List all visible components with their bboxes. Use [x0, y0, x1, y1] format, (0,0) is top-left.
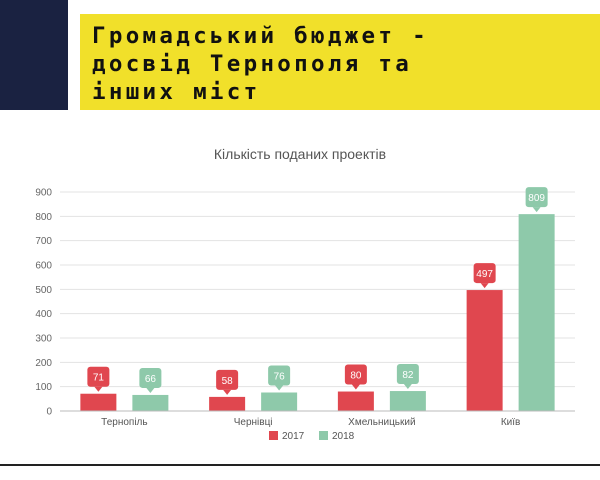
- data-label: 76: [274, 372, 286, 383]
- bar: [466, 290, 503, 411]
- data-label-bubble: [268, 365, 291, 386]
- data-label: 71: [93, 373, 105, 384]
- data-label-pointer: [403, 384, 412, 390]
- legend-label: 2018: [332, 431, 355, 442]
- legend-swatch: [269, 431, 278, 440]
- y-tick-label: 600: [35, 261, 52, 272]
- side-accent-bar: [0, 0, 68, 110]
- y-tick-label: 200: [35, 358, 52, 369]
- bar: [209, 396, 246, 411]
- data-label-pointer: [94, 386, 103, 392]
- y-tick-label: 400: [35, 309, 52, 320]
- data-label-pointer: [480, 283, 489, 289]
- x-tick-label: Київ: [501, 417, 521, 428]
- data-label: 82: [402, 370, 414, 381]
- y-tick-label: 500: [35, 285, 52, 296]
- data-label-bubble: [216, 369, 239, 390]
- data-label: 80: [350, 371, 362, 382]
- data-label-pointer: [223, 389, 232, 395]
- data-label-bubble: [525, 187, 548, 208]
- bar: [337, 391, 374, 411]
- legend-label: 2017: [282, 431, 305, 442]
- bottom-divider: [0, 464, 600, 466]
- y-tick-label: 300: [35, 334, 52, 345]
- bar: [80, 393, 117, 411]
- x-tick-label: Хмельницький: [348, 417, 415, 428]
- data-label: 58: [222, 376, 234, 387]
- y-tick-label: 700: [35, 236, 52, 247]
- data-label: 497: [476, 269, 493, 280]
- data-label-pointer: [146, 387, 155, 393]
- title-line-3: інших міст: [92, 79, 261, 105]
- title-banner: Громадський бюджет - досвід Тернополя та…: [80, 14, 600, 110]
- data-label-bubble: [344, 364, 367, 385]
- bar: [132, 394, 169, 411]
- bar-chart: 0 100 200 300 400 500 600 700 800 900 71 66 Тернопіл…: [35, 187, 575, 442]
- bar: [518, 214, 555, 411]
- data-label: 809: [528, 193, 545, 204]
- data-label: 66: [145, 374, 157, 385]
- bar: [261, 392, 298, 411]
- data-label-bubble: [87, 366, 110, 387]
- title-line-2: досвід Тернополя та: [92, 51, 413, 77]
- data-label-pointer: [532, 207, 541, 213]
- y-tick-label: 900: [35, 188, 52, 199]
- y-tick-label: 0: [46, 407, 52, 418]
- chart-title: Кількість поданих проектів: [213, 146, 387, 162]
- legend-swatch: [319, 431, 328, 440]
- y-tick-label: 100: [35, 382, 52, 393]
- data-label-pointer: [275, 385, 284, 391]
- data-label-bubble: [473, 263, 496, 284]
- data-label-bubble: [139, 367, 162, 388]
- data-label-pointer: [351, 384, 360, 390]
- x-tick-label: Тернопіль: [101, 417, 147, 428]
- data-label-bubble: [396, 364, 419, 385]
- y-tick-label: 800: [35, 212, 52, 223]
- title-line-1: Громадський бюджет -: [92, 23, 429, 49]
- x-tick-label: Чернівці: [234, 417, 273, 428]
- bar: [389, 391, 426, 411]
